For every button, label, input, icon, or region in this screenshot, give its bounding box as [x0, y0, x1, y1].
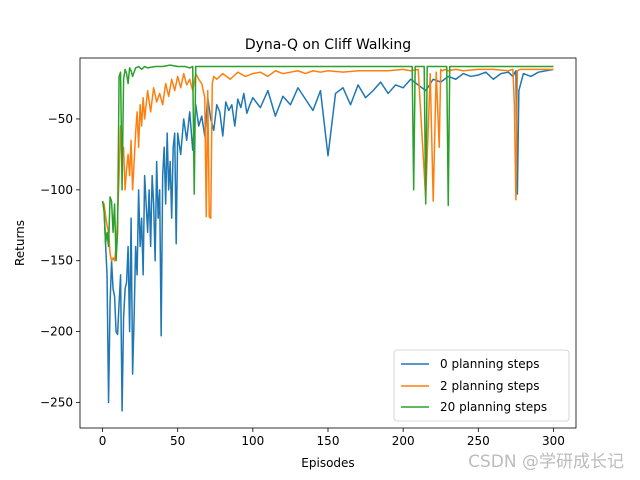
- x-tick-label: 100: [241, 434, 264, 448]
- y-tick-label: −250: [40, 395, 73, 409]
- x-tick-label: 300: [542, 434, 565, 448]
- y-axis-label: Returns: [13, 220, 27, 266]
- series-line-2-planning-steps: [101, 68, 554, 262]
- x-tick-label: 0: [99, 434, 107, 448]
- y-tick-label: −100: [40, 183, 73, 197]
- x-tick-label: 200: [392, 434, 415, 448]
- legend-box: [393, 349, 570, 422]
- x-tick-label: 150: [317, 434, 340, 448]
- chart-title: Dyna-Q on Cliff Walking: [245, 37, 411, 53]
- legend-label-20-planning-steps: 20 planning steps: [440, 400, 547, 414]
- series-line-20-planning-steps: [101, 64, 554, 262]
- watermark: CSDN @学研成长记: [468, 452, 624, 472]
- series-layer: [101, 64, 554, 412]
- y-axis-ticks: −250 −200 −150 −100 −50: [40, 112, 80, 409]
- y-tick-label: −200: [40, 325, 73, 339]
- x-axis-label: Episodes: [301, 456, 354, 470]
- legend: 0 planning steps 2 planning steps 20 pla…: [393, 349, 570, 422]
- x-tick-label: 250: [467, 434, 490, 448]
- x-axis-ticks: 0 50 100 150 200 250 300: [99, 428, 565, 448]
- y-tick-label: −150: [40, 254, 73, 268]
- legend-label-2-planning-steps: 2 planning steps: [440, 379, 540, 393]
- y-tick-label: −50: [48, 112, 73, 126]
- legend-label-0-planning-steps: 0 planning steps: [440, 357, 540, 371]
- x-tick-label: 50: [170, 434, 185, 448]
